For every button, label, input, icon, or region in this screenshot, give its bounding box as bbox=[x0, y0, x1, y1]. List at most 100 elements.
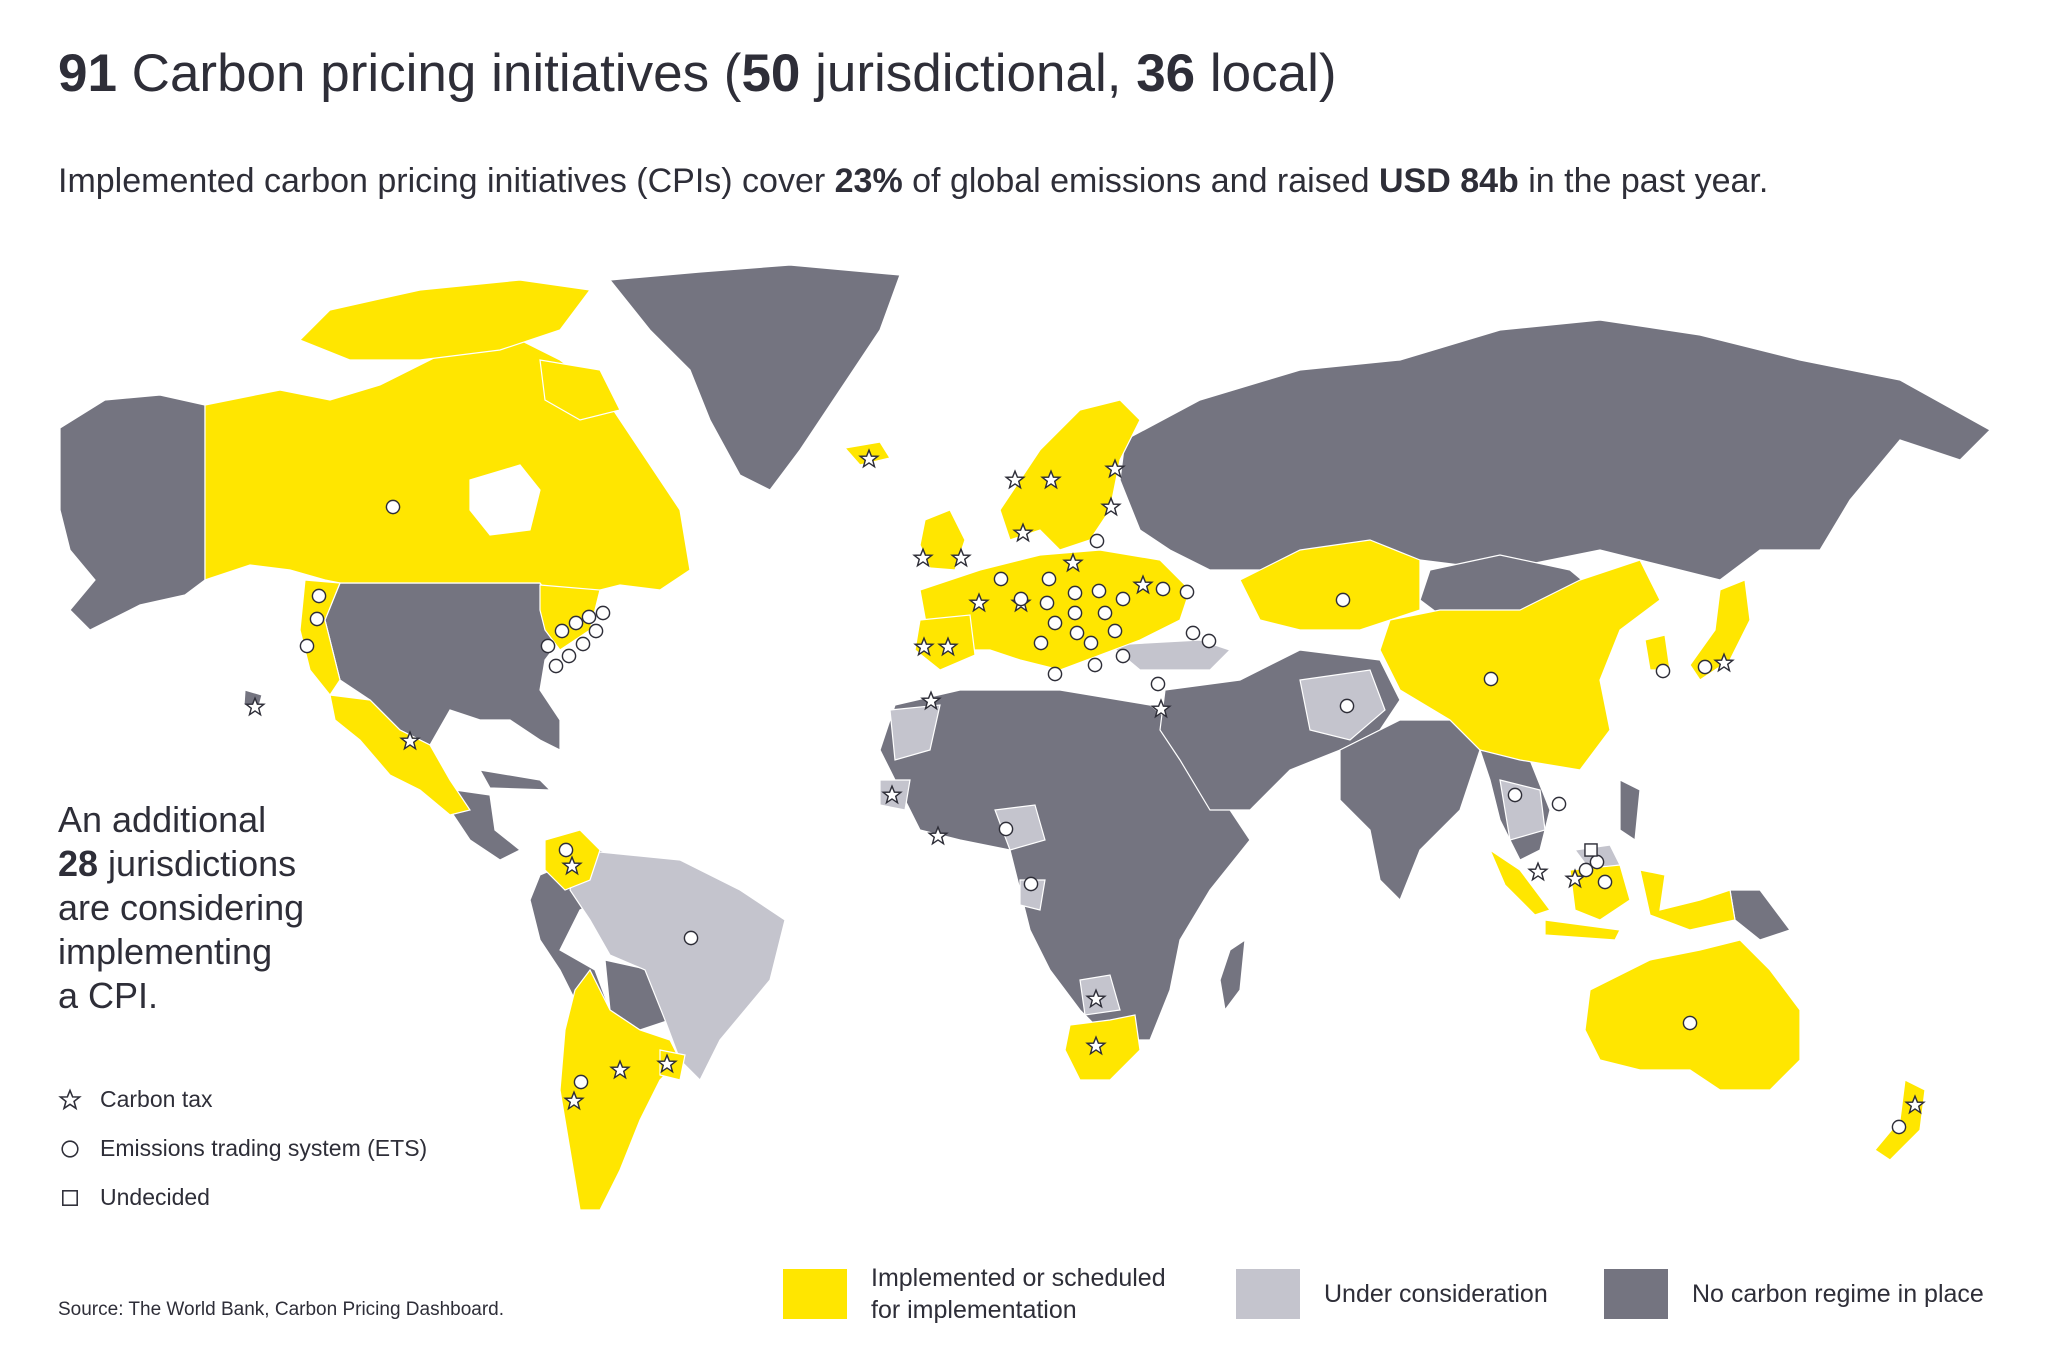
circle-icon bbox=[1039, 595, 1055, 611]
circle-icon bbox=[575, 636, 591, 652]
circle-icon bbox=[540, 638, 556, 654]
circle-icon bbox=[1089, 533, 1105, 549]
circle-icon bbox=[1013, 591, 1029, 607]
greenland bbox=[608, 264, 901, 491]
legend-considering: Under consideration bbox=[1236, 1264, 1548, 1324]
legend-implemented-label: Implemented or scheduled for implementati… bbox=[871, 1264, 1166, 1324]
circle-icon bbox=[1150, 676, 1166, 692]
circle-icon bbox=[1097, 605, 1113, 621]
circle-icon bbox=[1697, 659, 1713, 675]
russia bbox=[1119, 319, 1991, 581]
circle-icon bbox=[581, 609, 597, 625]
mexico bbox=[329, 694, 471, 816]
page-title: 91 Carbon pricing initiatives (50 jurisd… bbox=[58, 44, 1337, 103]
legend-none-label: No carbon regime in place bbox=[1692, 1280, 1984, 1308]
circle-icon bbox=[558, 842, 574, 858]
us-northeast bbox=[539, 584, 601, 651]
chile-argentina bbox=[559, 968, 681, 1211]
circle-icon bbox=[1185, 625, 1201, 641]
circle-icon bbox=[1179, 584, 1195, 600]
no-carbon-regions bbox=[59, 264, 1991, 1041]
baffin bbox=[539, 359, 621, 421]
implemented-swatch bbox=[783, 1269, 847, 1319]
square-icon bbox=[1584, 843, 1598, 857]
circle-icon bbox=[1201, 633, 1217, 649]
circle-icon bbox=[1067, 605, 1083, 621]
circle-icon bbox=[1033, 635, 1049, 651]
circle-icon bbox=[1115, 591, 1131, 607]
none-swatch bbox=[1604, 1269, 1668, 1319]
circle-icon bbox=[1023, 876, 1039, 892]
circle-icon bbox=[998, 821, 1014, 837]
legend-row-ets: Emissions trading system (ETS) bbox=[58, 1124, 427, 1173]
legend-row-carbon-tax: Carbon tax bbox=[58, 1075, 427, 1124]
scandinavia bbox=[999, 399, 1141, 551]
circle-icon bbox=[1107, 623, 1123, 639]
circle-icon bbox=[683, 930, 699, 946]
india-south-asia bbox=[1339, 719, 1481, 902]
circle-icon bbox=[58, 1137, 100, 1161]
circle-icon bbox=[1155, 581, 1171, 597]
star-icon bbox=[1528, 862, 1548, 881]
nigeria bbox=[994, 804, 1046, 851]
arctic-islands bbox=[298, 279, 592, 361]
kazakhstan bbox=[1239, 539, 1421, 631]
circle-icon bbox=[573, 1074, 589, 1090]
australia bbox=[1584, 939, 1801, 1091]
circle-icon bbox=[1115, 648, 1131, 664]
legend-label: Carbon tax bbox=[100, 1086, 213, 1112]
circle-icon bbox=[1597, 874, 1613, 890]
circle-icon bbox=[1339, 698, 1355, 714]
circle-icon bbox=[568, 615, 584, 631]
circle-icon bbox=[1083, 635, 1099, 651]
cuba-caribbean bbox=[478, 769, 552, 791]
circle-icon bbox=[1335, 592, 1351, 608]
legend-row-undecided: Undecided bbox=[58, 1173, 427, 1222]
source-note: Source: The World Bank, Carbon Pricing D… bbox=[58, 1299, 505, 1320]
circle-icon bbox=[1047, 666, 1063, 682]
legend-none: No carbon regime in place bbox=[1604, 1264, 1984, 1324]
indonesia-java bbox=[1544, 919, 1621, 941]
circle-icon bbox=[1087, 657, 1103, 673]
circle-icon bbox=[993, 571, 1009, 587]
morocco bbox=[889, 704, 941, 761]
png-east bbox=[1729, 889, 1791, 941]
indonesia-sumatra bbox=[1488, 848, 1551, 916]
circle-icon bbox=[1047, 615, 1063, 631]
circle-icon bbox=[385, 499, 401, 515]
turkey bbox=[1108, 639, 1232, 671]
legend-implemented: Implemented or scheduled for implementati… bbox=[783, 1264, 1166, 1324]
brazil bbox=[569, 849, 786, 1082]
sulawesi-png-west bbox=[1639, 869, 1736, 931]
botswana bbox=[1079, 974, 1121, 1016]
considering-swatch bbox=[1236, 1269, 1300, 1319]
circle-icon bbox=[1551, 796, 1567, 812]
circle-icon bbox=[548, 658, 564, 674]
circle-icon bbox=[1891, 1119, 1907, 1135]
indonesia-borneo bbox=[1569, 864, 1631, 921]
us-west-coast bbox=[299, 579, 341, 697]
legend-considering-label: Under consideration bbox=[1324, 1280, 1548, 1308]
symbol-legend: Carbon tax Emissions trading system (ETS… bbox=[58, 1075, 427, 1222]
square-icon bbox=[58, 1186, 100, 1210]
circle-icon bbox=[1507, 787, 1523, 803]
alaska bbox=[59, 394, 206, 631]
circle-icon bbox=[554, 623, 570, 639]
circle-icon bbox=[311, 588, 327, 604]
legend-label: Undecided bbox=[100, 1184, 210, 1210]
legend-label: Emissions trading system (ETS) bbox=[100, 1135, 428, 1161]
circle-icon bbox=[1067, 585, 1083, 601]
sidenote: An additional 28 jurisdictions are consi… bbox=[58, 799, 305, 1016]
circle-icon bbox=[1069, 625, 1085, 641]
circle-icon bbox=[595, 605, 611, 621]
circle-icon bbox=[1589, 854, 1605, 870]
hudson-bay-hole bbox=[469, 464, 541, 536]
star-icon bbox=[58, 1087, 100, 1112]
madagascar bbox=[1219, 938, 1246, 1012]
circle-icon bbox=[1091, 583, 1107, 599]
philippines bbox=[1619, 779, 1641, 842]
circle-icon bbox=[1682, 1015, 1698, 1031]
circle-icon bbox=[1655, 663, 1671, 679]
circle-icon bbox=[1041, 571, 1057, 587]
circle-icon bbox=[588, 623, 604, 639]
